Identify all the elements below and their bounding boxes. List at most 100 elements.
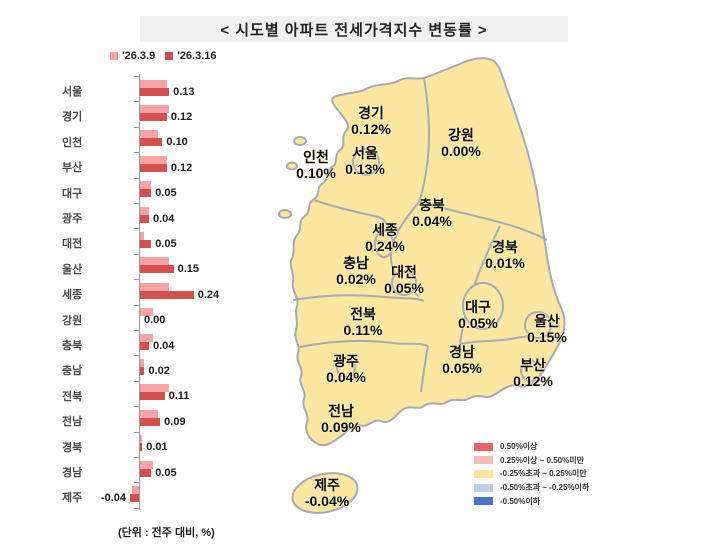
map-region-value: 0.05% xyxy=(442,360,482,376)
bar-value-label: 0.09 xyxy=(164,415,186,428)
bar-category-label: 제주 xyxy=(62,492,83,505)
map-region-value: 0.11% xyxy=(343,322,383,338)
bar-segment xyxy=(140,435,143,444)
map-region-value: 0.12% xyxy=(351,121,391,137)
gwangju-shape xyxy=(336,358,356,378)
bar-segment xyxy=(140,104,170,113)
bar-value-label: 0.10 xyxy=(166,136,188,149)
bar-category-label: 경남 xyxy=(62,467,83,479)
jeju-island-shape xyxy=(291,472,359,514)
map-region-label: 강원 0.00% xyxy=(441,127,481,159)
bar-category-label: 서울 xyxy=(62,86,83,98)
map-region-label: 경기 0.12% xyxy=(351,105,391,137)
map-legend-row: -0.50%이하 xyxy=(474,496,540,507)
axis-tick xyxy=(134,76,139,77)
map-region-label: 울산 0.15% xyxy=(527,313,567,345)
map-region-label: 광주 0.04% xyxy=(326,353,366,385)
map-legend-row: 0.25%이상 ~ 0.50%미만 xyxy=(474,455,584,466)
map-region-label: 제주 -0.04% xyxy=(305,477,349,509)
bar-segment xyxy=(140,392,165,401)
map-region-value: 0.01% xyxy=(485,255,525,271)
bar-segment xyxy=(140,460,154,469)
map-region-name: 세종 xyxy=(372,222,398,238)
legend-label: '26.3.9 xyxy=(122,50,156,62)
bar-category-label: 대구 xyxy=(62,187,83,200)
axis-tick xyxy=(134,203,139,204)
island-shape xyxy=(278,209,292,219)
bar-value-label: 0.05 xyxy=(155,466,177,479)
axis-tick xyxy=(134,507,139,509)
ulsan-shape xyxy=(524,311,552,339)
axis-tick xyxy=(134,279,139,281)
bar-category-label: 울산 xyxy=(62,263,83,276)
map-legend-swatch xyxy=(474,483,493,492)
map-legend-swatch xyxy=(474,469,493,478)
bar-category-label: 강원 xyxy=(62,314,83,327)
bar-segment xyxy=(140,130,158,139)
map-region-value: 0.10% xyxy=(296,165,336,181)
axis-tick xyxy=(134,330,139,331)
border-jeonnam-gyeongnam xyxy=(420,345,429,393)
bar-category-label: 세종 xyxy=(62,289,83,302)
border-chungnam-jeonbuk xyxy=(292,294,425,302)
island-shape xyxy=(293,136,307,146)
axis-tick xyxy=(134,355,139,357)
bar-category-label: 전남 xyxy=(62,416,83,429)
map-legend-swatch xyxy=(474,442,493,451)
bar-segment xyxy=(140,468,152,477)
map-legend-swatch xyxy=(474,456,493,465)
bar-category-label: 경북 xyxy=(62,441,83,454)
bar-segment xyxy=(140,231,145,240)
map-region-name: 충남 xyxy=(343,255,369,271)
map-region-name: 경북 xyxy=(492,239,518,255)
map-region-name: 제주 xyxy=(314,477,340,493)
axis-tick xyxy=(134,253,139,255)
bar-value-label: 0.13 xyxy=(173,85,195,98)
bar-segment xyxy=(140,163,167,172)
map-region-name: 대전 xyxy=(391,264,417,280)
border-gangwon-south xyxy=(418,201,548,241)
map-region-name: 강원 xyxy=(448,127,474,143)
bar-segment xyxy=(140,341,149,350)
bar-segment xyxy=(140,155,167,164)
bar-segment xyxy=(130,493,139,502)
map-region-label: 전남 0.09% xyxy=(321,403,361,435)
map-region-value: 0.02% xyxy=(336,271,376,287)
map-region-name: 경남 xyxy=(449,344,475,360)
bar-segment xyxy=(140,282,170,291)
bar-segment xyxy=(140,417,161,426)
map-region-name: 전남 xyxy=(328,403,354,419)
map-legend-label: -0.25%초과 ~ 0.25%미만 xyxy=(500,469,587,479)
bar-segment xyxy=(140,214,149,223)
bar-value-label: 0.15 xyxy=(177,263,200,276)
bar-value-label: 0.01 xyxy=(146,441,168,454)
axis-tick xyxy=(134,431,139,433)
sejong-shape xyxy=(374,230,394,258)
map-legend-row: -0.25%초과 ~ 0.25%미만 xyxy=(474,468,587,479)
bar-segment xyxy=(140,79,167,88)
map-region-label: 경북 0.01% xyxy=(485,239,525,271)
bar-segment xyxy=(140,333,154,342)
map-region-name: 전북 xyxy=(350,306,376,322)
map-region-value: 0.24% xyxy=(365,238,405,254)
axis-tick xyxy=(134,126,139,128)
legend-item: '26.3.9 xyxy=(110,50,155,62)
map-legend-label: 0.25%이상 ~ 0.50%미만 xyxy=(500,455,584,465)
island-shape xyxy=(286,161,298,171)
map-region-value: -0.04% xyxy=(304,493,350,509)
bar-segment xyxy=(140,138,163,147)
axis-tick xyxy=(134,228,139,230)
bar-category-label: 경기 xyxy=(62,111,83,124)
bar-value-label: 0.12 xyxy=(170,110,193,123)
map-region-name: 광주 xyxy=(333,353,359,369)
bar-segment xyxy=(140,308,154,317)
bar-value-label: -0.04 xyxy=(100,491,127,504)
daegu-shape xyxy=(462,282,504,330)
map-legend-label: -0.50%초과 ~ -0.25%이하 xyxy=(500,483,590,493)
axis-tick xyxy=(134,406,139,408)
bar-chart-legend: '26.3.9 '26.3.16 xyxy=(110,50,217,62)
map-region-label: 대구 0.05% xyxy=(458,299,498,331)
map-region-value: 0.12% xyxy=(513,373,553,389)
map-region-label: 충남 0.02% xyxy=(336,255,376,287)
